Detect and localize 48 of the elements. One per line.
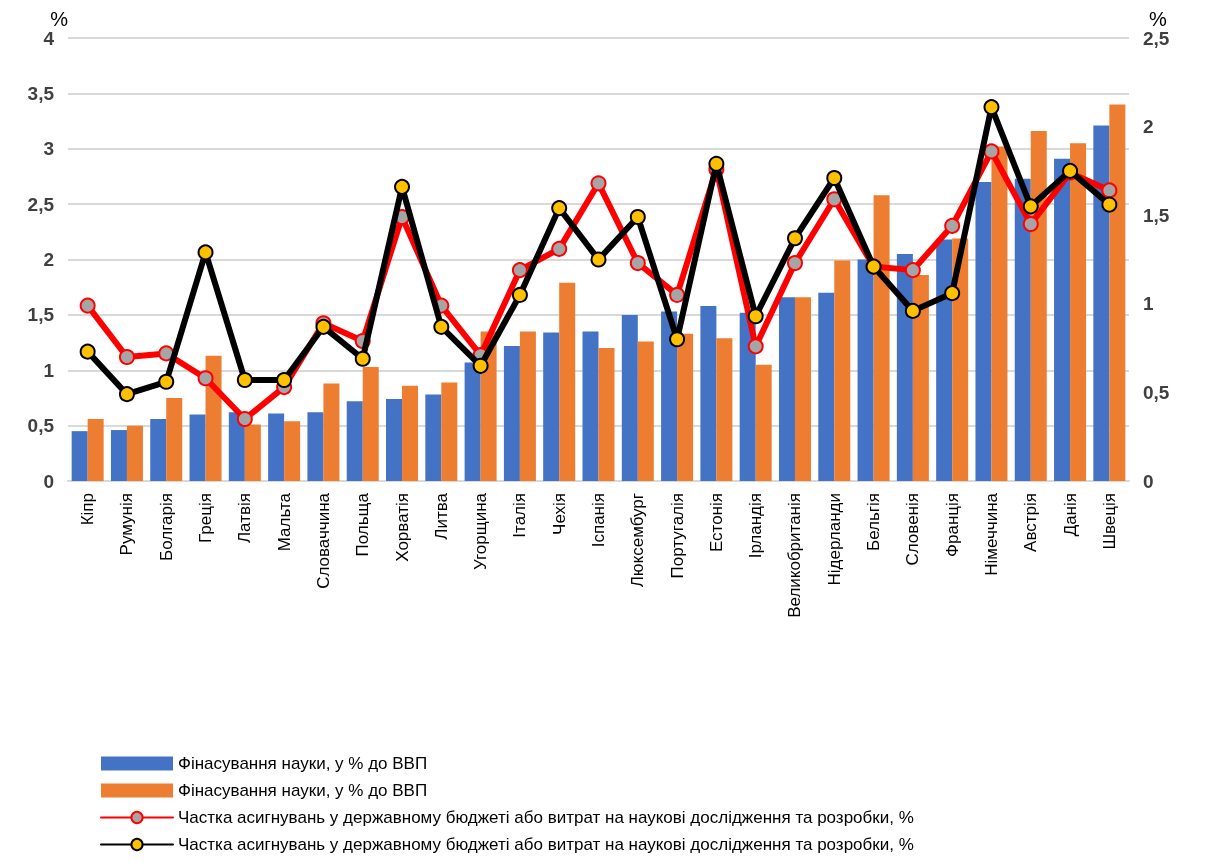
y-tick-label: 1,5 bbox=[27, 304, 55, 326]
x-tick-label: Кіпр bbox=[78, 493, 98, 526]
legend-label: Частка асигнувань у державному бюджеті або витрат на наукові дослідження та розробки, % bbox=[178, 808, 914, 827]
x-tick-label: Португалія bbox=[667, 493, 687, 579]
y2-axis-title: % bbox=[1149, 7, 1167, 30]
x-tick-label: Естонія bbox=[706, 493, 726, 553]
y2-tick-label: 1,5 bbox=[1143, 204, 1170, 226]
y2-tick-label: 0,5 bbox=[1143, 381, 1170, 403]
x-tick-label: Нідерланди bbox=[824, 493, 844, 586]
legend-label: Фінасування науки, у % до ВВП bbox=[178, 754, 428, 773]
x-tick-label: Румунія bbox=[117, 493, 137, 556]
x-tick-label: Угорщина bbox=[471, 492, 491, 571]
x-tick-label: Литва bbox=[431, 492, 451, 540]
y2-tick-label: 1 bbox=[1143, 293, 1154, 315]
y-axis-title: % bbox=[50, 7, 69, 30]
x-tick-label: Чехія bbox=[549, 493, 569, 535]
x-tick-label: Ірландія bbox=[746, 493, 766, 559]
x-tick-label: Словаччина bbox=[313, 492, 333, 589]
x-tick-label: Франція bbox=[942, 493, 962, 557]
y-tick-label: 0,5 bbox=[27, 415, 55, 437]
x-tick-label: Німеччина bbox=[981, 492, 1001, 576]
x-tick-label: Польща bbox=[353, 492, 373, 557]
x-tick-label: Бельгія bbox=[864, 493, 884, 552]
x-tick-label: Мальта bbox=[274, 492, 294, 552]
y-tick-label: 3 bbox=[43, 138, 54, 160]
y-tick-label: 1 bbox=[43, 359, 55, 381]
x-tick-label: Великобританія bbox=[785, 493, 805, 618]
y2-tick-label: 0 bbox=[1143, 470, 1154, 492]
x-tick-label: Греція bbox=[196, 493, 216, 543]
x-tick-label: Італія bbox=[510, 493, 530, 538]
y2-tick-label: 2 bbox=[1143, 116, 1154, 138]
x-tick-label: Словенія bbox=[903, 493, 923, 566]
legend-label: Фінасування науки, у % до ВВП bbox=[178, 781, 428, 800]
y2-tick-label: 2,5 bbox=[1143, 27, 1170, 49]
x-tick-label: Люксембург bbox=[628, 493, 648, 588]
x-tick-label: Хорватія bbox=[392, 493, 412, 562]
y-tick-label: 2 bbox=[43, 249, 54, 270]
x-tick-label: Данія bbox=[1060, 493, 1080, 537]
x-tick-label: Іспанія bbox=[589, 493, 608, 548]
x-tick-label: Швеція bbox=[1099, 493, 1119, 550]
y-tick-label: 2,5 bbox=[27, 193, 55, 215]
x-tick-label: Латвія bbox=[235, 493, 255, 544]
y-tick-label: 3,5 bbox=[27, 82, 55, 104]
x-tick-label: Австрія bbox=[1021, 493, 1041, 552]
y-tick-label: 0 bbox=[43, 470, 54, 492]
legend-label: Частка асигнувань у державному бюджеті або витрат на наукові дослідження та розробки, % bbox=[178, 835, 914, 854]
y-tick-label: 4 bbox=[43, 27, 55, 49]
x-tick-label: Болгарія bbox=[156, 493, 176, 561]
